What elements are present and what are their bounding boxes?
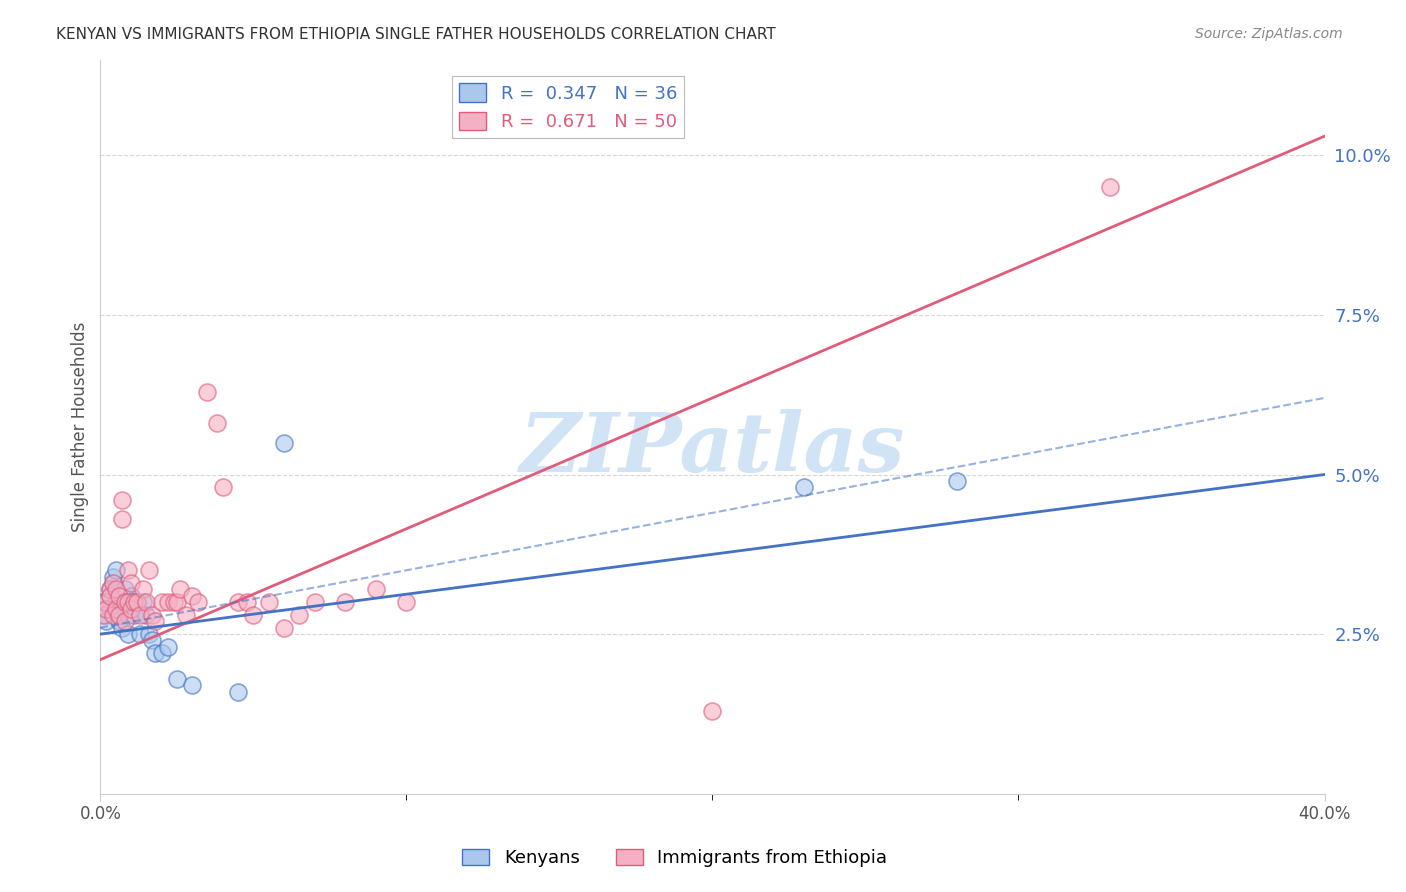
Point <box>129 627 152 641</box>
Point <box>166 672 188 686</box>
Point <box>236 595 259 609</box>
Point <box>156 640 179 654</box>
Point <box>169 582 191 597</box>
Point <box>145 646 167 660</box>
Point <box>104 582 127 597</box>
Point <box>107 607 129 622</box>
Point <box>138 563 160 577</box>
Point <box>93 595 115 609</box>
Text: KENYAN VS IMMIGRANTS FROM ETHIOPIA SINGLE FATHER HOUSEHOLDS CORRELATION CHART: KENYAN VS IMMIGRANTS FROM ETHIOPIA SINGL… <box>56 27 776 42</box>
Point <box>111 595 134 609</box>
Point <box>104 601 127 615</box>
Point <box>98 582 121 597</box>
Point <box>120 595 142 609</box>
Point <box>107 589 129 603</box>
Point <box>166 595 188 609</box>
Point <box>96 601 118 615</box>
Point <box>273 435 295 450</box>
Point <box>156 595 179 609</box>
Point <box>101 569 124 583</box>
Point <box>364 582 387 597</box>
Point <box>226 595 249 609</box>
Point <box>141 607 163 622</box>
Point <box>98 589 121 603</box>
Point <box>104 595 127 609</box>
Point <box>135 595 157 609</box>
Point <box>93 607 115 622</box>
Point <box>114 595 136 609</box>
Point <box>120 601 142 615</box>
Point <box>96 595 118 609</box>
Point <box>181 678 204 692</box>
Point <box>304 595 326 609</box>
Point <box>129 607 152 622</box>
Point <box>111 512 134 526</box>
Point <box>181 589 204 603</box>
Point <box>101 576 124 591</box>
Point <box>150 595 173 609</box>
Point <box>132 595 155 609</box>
Point <box>96 607 118 622</box>
Point <box>288 607 311 622</box>
Point <box>98 589 121 603</box>
Point <box>98 601 121 615</box>
Legend: Kenyans, Immigrants from Ethiopia: Kenyans, Immigrants from Ethiopia <box>456 841 894 874</box>
Point <box>120 576 142 591</box>
Point <box>145 615 167 629</box>
Point <box>114 615 136 629</box>
Point <box>101 607 124 622</box>
Y-axis label: Single Father Households: Single Father Households <box>72 321 89 532</box>
Point <box>273 621 295 635</box>
Point <box>117 607 139 622</box>
Point <box>122 595 145 609</box>
Point <box>946 474 969 488</box>
Point <box>793 480 815 494</box>
Text: ZIPatlas: ZIPatlas <box>520 409 905 489</box>
Point <box>174 607 197 622</box>
Point <box>141 633 163 648</box>
Point <box>395 595 418 609</box>
Legend: R =  0.347   N = 36, R =  0.671   N = 50: R = 0.347 N = 36, R = 0.671 N = 50 <box>453 76 685 138</box>
Point <box>117 627 139 641</box>
Point <box>138 627 160 641</box>
Point <box>117 595 139 609</box>
Point <box>104 563 127 577</box>
Point <box>135 607 157 622</box>
Point <box>257 595 280 609</box>
Point <box>226 684 249 698</box>
Point <box>98 582 121 597</box>
Point <box>96 615 118 629</box>
Point <box>125 595 148 609</box>
Point <box>702 704 724 718</box>
Point <box>114 582 136 597</box>
Point <box>197 384 219 399</box>
Point <box>187 595 209 609</box>
Point <box>150 646 173 660</box>
Point <box>122 607 145 622</box>
Point <box>125 595 148 609</box>
Point <box>117 563 139 577</box>
Text: Source: ZipAtlas.com: Source: ZipAtlas.com <box>1195 27 1343 41</box>
Point <box>101 576 124 591</box>
Point <box>107 607 129 622</box>
Point <box>111 493 134 508</box>
Point <box>205 417 228 431</box>
Point <box>211 480 233 494</box>
Point <box>1099 180 1122 194</box>
Point <box>132 582 155 597</box>
Point <box>335 595 357 609</box>
Point <box>107 615 129 629</box>
Point <box>242 607 264 622</box>
Point <box>120 589 142 603</box>
Point <box>163 595 186 609</box>
Point <box>111 621 134 635</box>
Point <box>114 601 136 615</box>
